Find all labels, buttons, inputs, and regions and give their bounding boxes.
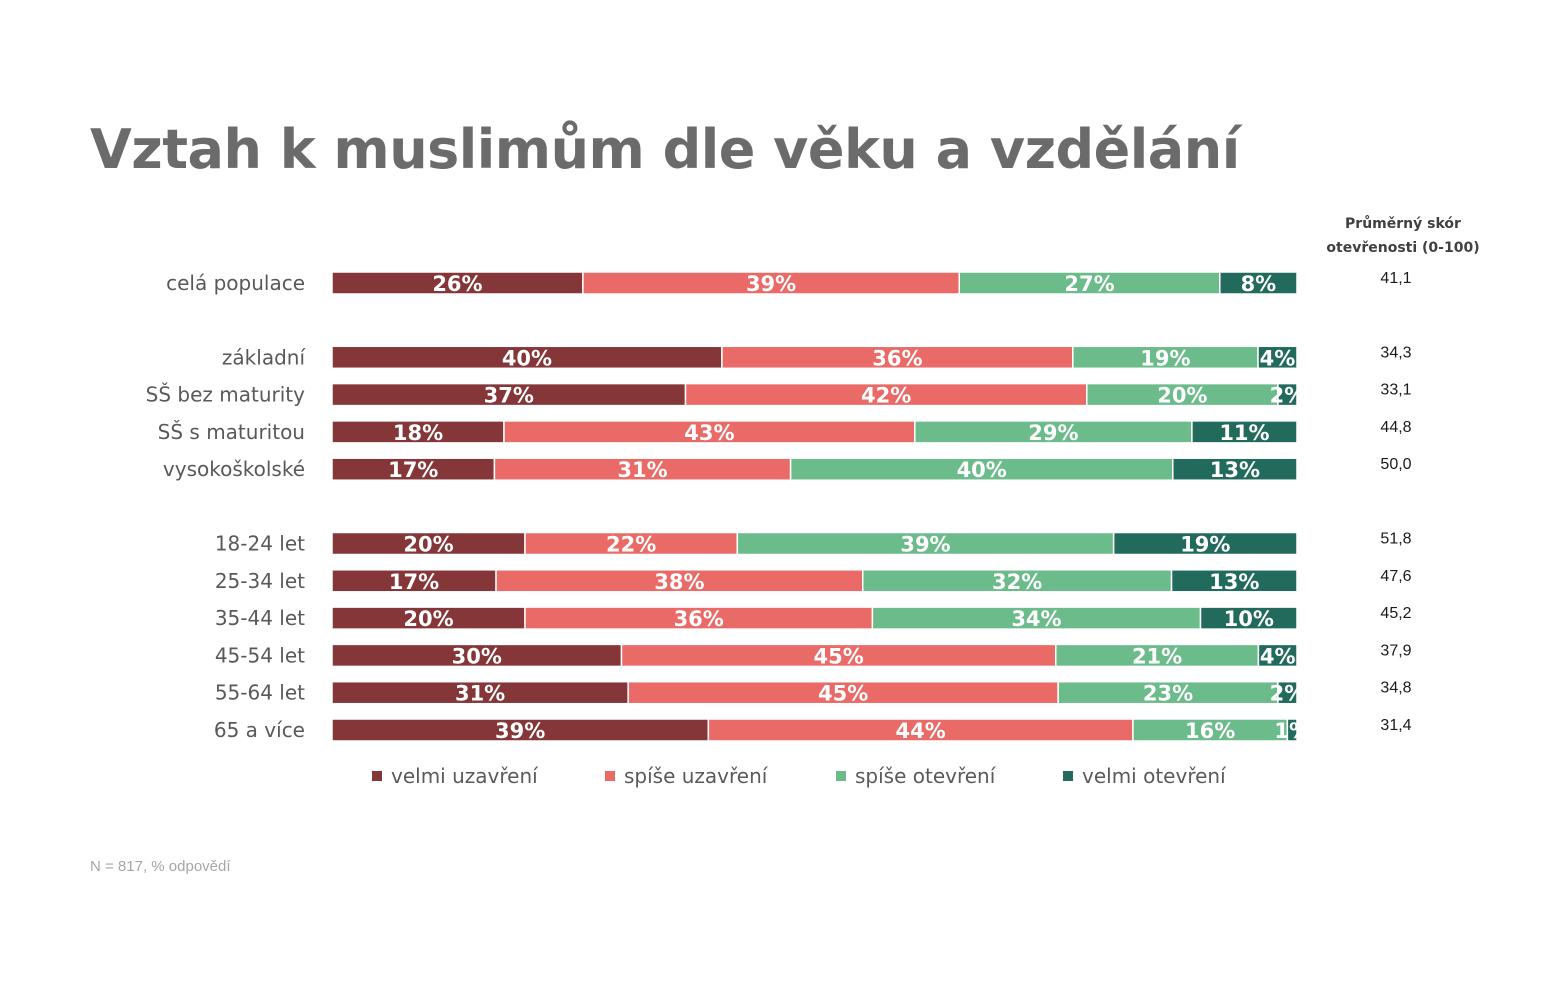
category-label: základní bbox=[222, 345, 307, 369]
legend-label: velmi uzavření bbox=[391, 764, 538, 788]
score-header-line-2: otevřenosti (0-100) bbox=[1326, 240, 1480, 256]
category-label: 45-54 let bbox=[215, 643, 305, 667]
legend-item: velmi uzavření bbox=[372, 764, 538, 788]
data-label: 4% bbox=[1260, 346, 1296, 370]
category-label: 35-44 let bbox=[215, 606, 305, 630]
bar-segment bbox=[1277, 382, 1298, 407]
data-label: 1% bbox=[1274, 719, 1310, 743]
data-label: 42% bbox=[861, 384, 911, 408]
score-value: 41,1 bbox=[1380, 270, 1411, 287]
legend-label: spíše otevření bbox=[855, 764, 996, 788]
data-label: 36% bbox=[674, 607, 724, 631]
category-label: 25-34 let bbox=[215, 569, 305, 593]
score-value: 47,6 bbox=[1380, 568, 1411, 585]
data-label: 13% bbox=[1210, 458, 1260, 482]
data-label: 34% bbox=[1011, 607, 1061, 631]
data-label: 19% bbox=[1140, 346, 1190, 370]
legend-item: spíše uzavření bbox=[605, 764, 767, 788]
data-label: 37% bbox=[484, 384, 534, 408]
data-label: 2% bbox=[1270, 682, 1306, 706]
data-label: 30% bbox=[452, 644, 502, 668]
data-label: 18% bbox=[393, 421, 443, 445]
category-label: SŠ s maturitou bbox=[158, 420, 305, 444]
bar-segment bbox=[1112, 531, 1298, 556]
bar-segment bbox=[1286, 718, 1298, 742]
data-label: 29% bbox=[1028, 421, 1078, 445]
data-label: 17% bbox=[388, 458, 438, 482]
score-value: 45,2 bbox=[1380, 605, 1411, 622]
category-label: celá populace bbox=[166, 271, 305, 295]
score-column-header: Průměrný skór otevřenosti (0-100) bbox=[1298, 212, 1508, 260]
data-label: 38% bbox=[654, 570, 704, 594]
score-value: 50,0 bbox=[1380, 456, 1411, 473]
data-label: 4% bbox=[1260, 644, 1296, 668]
bar-segment bbox=[1170, 569, 1298, 593]
category-label: 18-24 let bbox=[215, 532, 305, 556]
data-label: 40% bbox=[957, 458, 1007, 482]
legend-item: spíše otevření bbox=[836, 764, 995, 788]
bar-segment bbox=[1172, 457, 1298, 481]
bar-segment bbox=[1257, 345, 1298, 370]
legend-label: spíše uzavření bbox=[624, 764, 768, 788]
data-label: 11% bbox=[1219, 421, 1269, 445]
category-label: 55-64 let bbox=[215, 681, 305, 705]
score-value: 33,1 bbox=[1380, 382, 1411, 399]
data-label: 31% bbox=[617, 458, 667, 482]
legend-item: velmi otevření bbox=[1063, 764, 1226, 788]
data-label: 39% bbox=[746, 272, 796, 296]
data-label: 31% bbox=[455, 682, 505, 706]
data-label: 20% bbox=[1157, 384, 1207, 408]
data-label: 27% bbox=[1064, 272, 1114, 296]
data-label: 21% bbox=[1132, 644, 1182, 668]
score-value: 34,3 bbox=[1380, 344, 1411, 361]
score-header-line-1: Průměrný skór bbox=[1345, 216, 1461, 232]
legend-swatch bbox=[605, 771, 615, 781]
category-label: vysokoškolské bbox=[163, 457, 305, 481]
score-value: 37,9 bbox=[1380, 642, 1411, 659]
category-label: 65 a více bbox=[214, 718, 305, 742]
score-value: 34,8 bbox=[1380, 680, 1411, 697]
data-label: 39% bbox=[495, 719, 545, 743]
legend: velmi uzavření spíše uzavření spíše otevře… bbox=[0, 764, 1550, 790]
legend-swatch bbox=[836, 771, 846, 781]
bar-segment bbox=[1191, 420, 1298, 444]
data-label: 40% bbox=[502, 346, 552, 370]
data-label: 10% bbox=[1224, 607, 1274, 631]
score-value: 44,8 bbox=[1380, 419, 1411, 436]
footnote: N = 817, % odpovědí bbox=[90, 858, 231, 875]
bar-segment bbox=[1219, 271, 1298, 295]
data-label: 36% bbox=[872, 346, 922, 370]
data-label: 2% bbox=[1270, 384, 1306, 408]
chart-title: Vztah k muslimům dle věku a vzdělání bbox=[90, 118, 1240, 181]
data-label: 19% bbox=[1180, 533, 1230, 557]
data-label: 32% bbox=[992, 570, 1042, 594]
data-label: 23% bbox=[1143, 682, 1193, 706]
legend-label: velmi otevření bbox=[1082, 764, 1226, 788]
score-value: 51,8 bbox=[1380, 531, 1411, 548]
bar-segment bbox=[1277, 680, 1298, 705]
data-label: 20% bbox=[403, 607, 453, 631]
category-label: SŠ bez maturity bbox=[146, 383, 305, 407]
data-label: 17% bbox=[389, 570, 439, 594]
bar-segment bbox=[1199, 606, 1298, 630]
data-label: 16% bbox=[1185, 719, 1235, 743]
data-label: 45% bbox=[818, 682, 868, 706]
data-label: 8% bbox=[1241, 272, 1277, 296]
bar-segment bbox=[1257, 643, 1298, 668]
data-label: 20% bbox=[403, 533, 453, 557]
data-label: 13% bbox=[1209, 570, 1259, 594]
legend-swatch bbox=[372, 771, 382, 781]
data-label: 45% bbox=[813, 644, 863, 668]
score-value: 31,4 bbox=[1380, 717, 1411, 734]
data-label: 26% bbox=[432, 272, 482, 296]
data-label: 39% bbox=[900, 533, 950, 557]
data-label: 43% bbox=[684, 421, 734, 445]
data-label: 22% bbox=[606, 533, 656, 557]
legend-swatch bbox=[1063, 771, 1073, 781]
data-label: 44% bbox=[896, 719, 946, 743]
